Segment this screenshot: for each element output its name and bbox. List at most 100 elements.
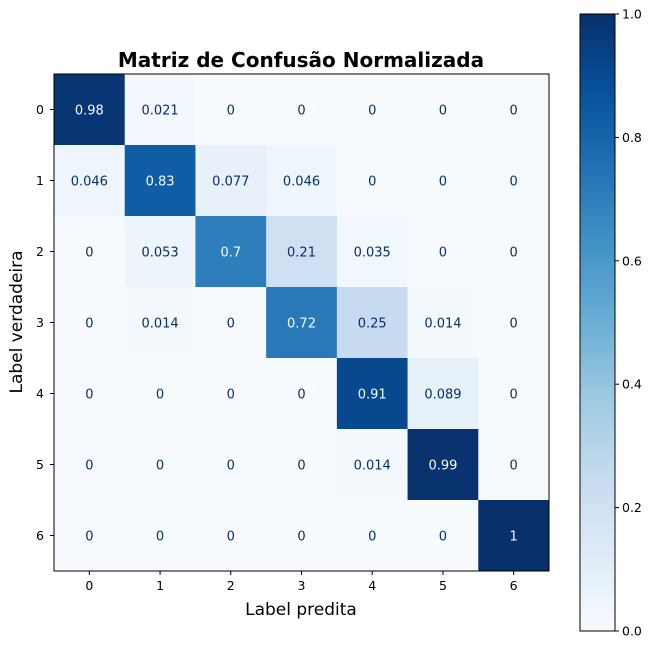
heatmap-cell <box>336 358 409 430</box>
cell-value-label: 0 <box>510 104 518 119</box>
y-tick-label: 2 <box>36 244 44 259</box>
colorbar-ticks: 0.0 0.2 0.4 0.6 0.8 1.0 <box>615 7 642 639</box>
cell-value-label: 0.91 <box>358 388 387 403</box>
heatmap-cell <box>336 74 409 146</box>
cell-value-label: 0.014 <box>424 317 461 332</box>
cell-value-label: 0 <box>510 175 518 190</box>
cell-value-label: 0 <box>85 530 93 545</box>
cell-value-label: 0.21 <box>287 246 316 261</box>
cell-value-label: 0 <box>297 530 305 545</box>
heatmap-cell-labels: 0.98 0.021 0 0 0 0 0 0.046 0.83 0.077 0.046 0 0 0 0 0.0… <box>71 104 518 545</box>
colorbar-tick-label: 0.2 <box>622 500 642 515</box>
cell-value-label: 0 <box>510 317 518 332</box>
x-tick-label: 4 <box>368 578 376 593</box>
heatmap-cell <box>195 216 267 288</box>
heatmap-cell <box>478 429 550 501</box>
cell-value-label: 0 <box>227 530 235 545</box>
x-tick-label: 5 <box>439 578 447 593</box>
colorbar-tick-label: 0.0 <box>622 624 642 639</box>
cell-value-label: 0.7 <box>220 246 241 261</box>
heatmap-cell <box>407 429 479 501</box>
x-tick-label: 2 <box>227 578 235 593</box>
heatmap-cell <box>478 216 550 288</box>
cell-value-label: 0.089 <box>424 388 461 403</box>
colorbar-gradient <box>580 14 615 631</box>
cell-value-label: 0 <box>156 459 164 474</box>
heatmap-cell <box>195 500 267 572</box>
heatmap-cell <box>407 145 479 217</box>
cell-value-label: 0 <box>156 530 164 545</box>
heatmap-cell <box>54 500 126 572</box>
heatmap-cell <box>478 358 550 430</box>
cell-value-label: 0.053 <box>141 246 178 261</box>
heatmap-cell <box>478 145 550 217</box>
heatmap-cell <box>336 145 409 217</box>
colorbar-frame <box>579 13 616 632</box>
cell-value-label: 0 <box>510 388 518 403</box>
cell-value-label: 0.98 <box>75 104 104 119</box>
y-tick-label: 6 <box>36 528 44 543</box>
cell-value-label: 0 <box>439 530 447 545</box>
heatmap-cell <box>124 500 196 572</box>
cell-value-label: 1 <box>510 530 518 545</box>
heatmap-cell <box>407 74 479 146</box>
cell-value-label: 0 <box>227 388 235 403</box>
cell-value-label: 0 <box>439 104 447 119</box>
chart-title: Matriz de Confusão Normalizada <box>118 48 484 72</box>
colorbar-tick-label: 1.0 <box>622 7 642 22</box>
cell-value-label: 0.83 <box>146 175 175 190</box>
heatmap-cell <box>266 429 338 501</box>
cell-value-label: 0.046 <box>71 175 108 190</box>
heatmap-cell <box>195 74 267 146</box>
y-tick-label: 5 <box>36 457 44 472</box>
cell-value-label: 0 <box>85 246 93 261</box>
y-tick-label: 1 <box>36 173 44 188</box>
heatmap-cell <box>266 287 338 359</box>
cell-value-label: 0 <box>510 459 518 474</box>
cell-value-label: 0.25 <box>358 317 387 332</box>
heatmap-cell <box>54 358 126 430</box>
cell-value-label: 0.014 <box>354 459 391 474</box>
heatmap-cell <box>336 429 409 501</box>
heatmap-cell <box>124 216 196 288</box>
heatmap-cell <box>195 145 267 217</box>
heatmap-cells <box>54 74 550 572</box>
heatmap-cell <box>266 74 338 146</box>
cell-value-label: 0 <box>368 175 376 190</box>
cell-value-label: 0 <box>85 459 93 474</box>
cell-value-label: 0.077 <box>212 175 249 190</box>
cell-value-label: 0.035 <box>354 246 391 261</box>
x-tick-label: 1 <box>156 578 164 593</box>
cell-value-label: 0 <box>439 246 447 261</box>
cell-value-label: 0.021 <box>141 104 178 119</box>
cell-value-label: 0 <box>297 388 305 403</box>
y-axis-ticks: 0 1 2 3 4 5 6 <box>36 102 54 543</box>
cell-value-label: 0 <box>510 246 518 261</box>
x-tick-label: 3 <box>298 578 306 593</box>
heatmap-cell <box>124 429 196 501</box>
heatmap-cell <box>407 500 479 572</box>
y-axis-label: Label verdadeira <box>7 250 27 393</box>
y-tick-label: 4 <box>36 386 44 401</box>
x-tick-label: 6 <box>510 578 518 593</box>
cell-value-label: 0 <box>156 388 164 403</box>
cell-value-label: 0.014 <box>141 317 178 332</box>
heatmap-cell <box>266 358 338 430</box>
heatmap-cell <box>407 216 479 288</box>
cell-value-label: 0 <box>297 104 305 119</box>
cell-value-label: 0.046 <box>283 175 320 190</box>
heatmap-cell <box>407 287 479 359</box>
cell-value-label: 0.99 <box>428 459 457 474</box>
heatmap-cell <box>478 500 550 572</box>
heatmap-cell <box>266 500 338 572</box>
cell-value-label: 0 <box>227 459 235 474</box>
heatmap-cell <box>195 358 267 430</box>
colorbar-tick-label: 0.4 <box>622 377 642 392</box>
heatmap-cell <box>478 287 550 359</box>
heatmap-cell <box>124 74 196 146</box>
heatmap-cell <box>54 145 126 217</box>
cell-value-label: 0 <box>439 175 447 190</box>
heatmap-cell <box>407 358 479 430</box>
heatmap-cell <box>336 216 409 288</box>
